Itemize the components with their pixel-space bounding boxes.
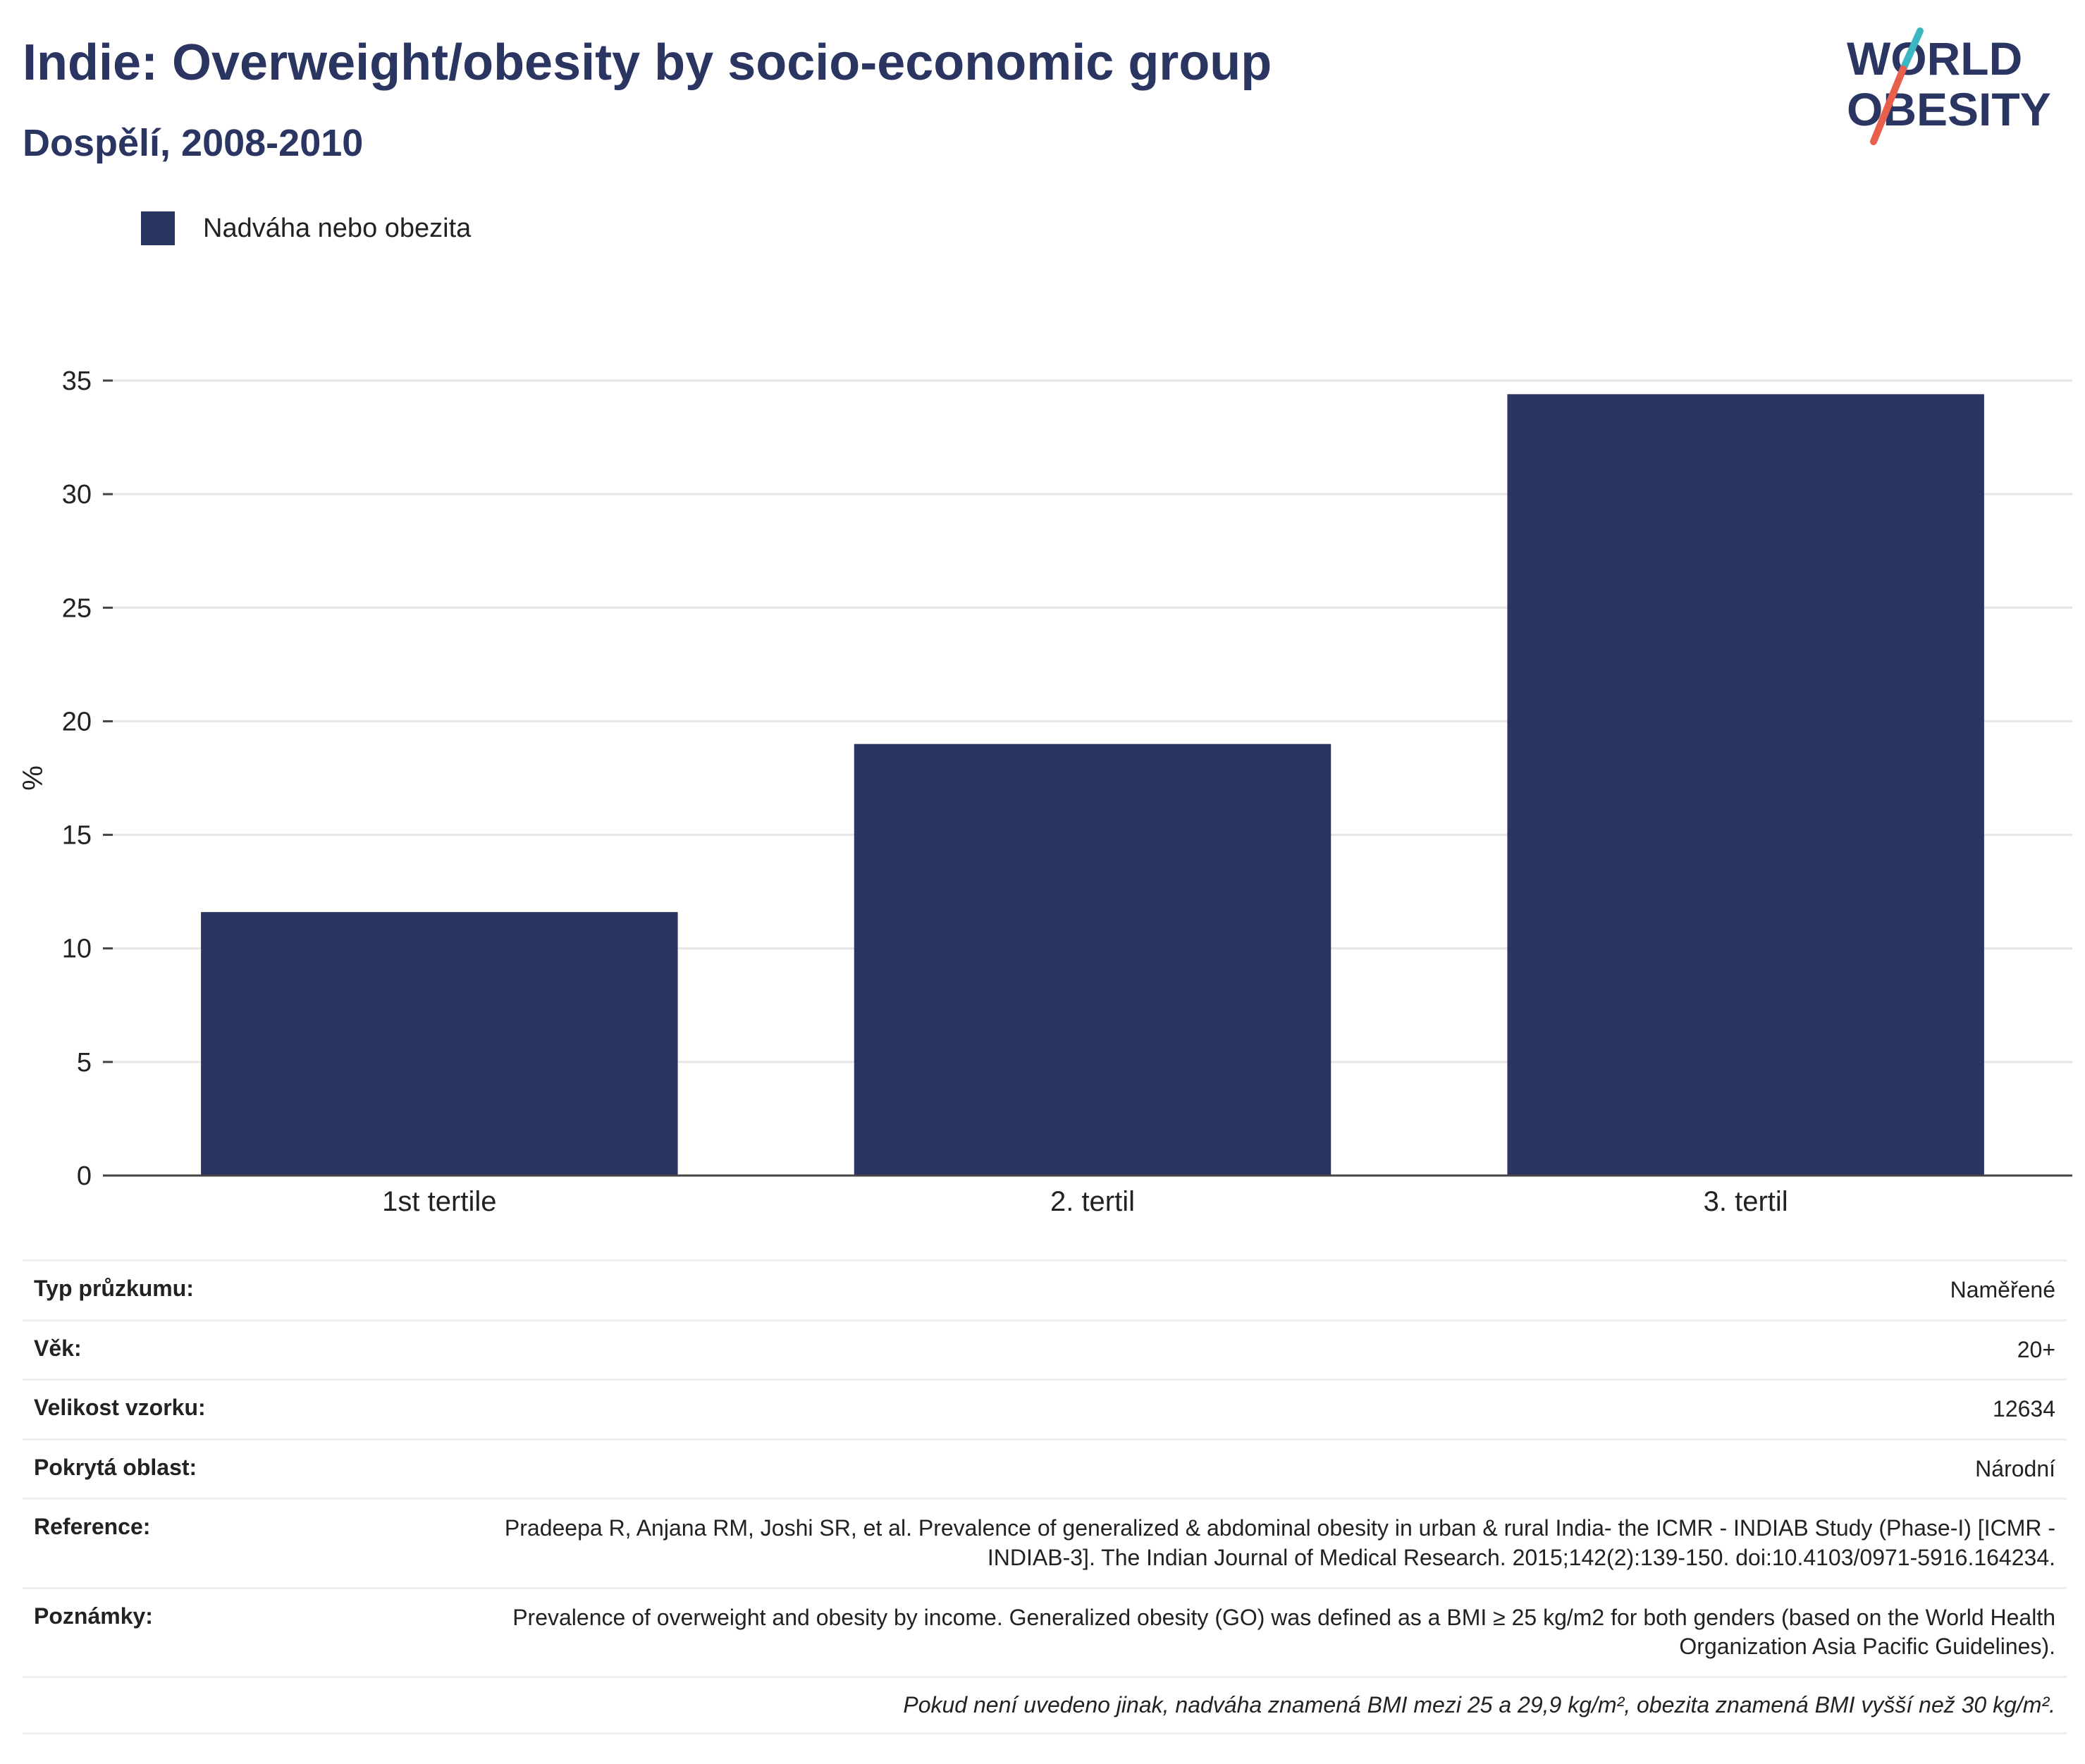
meta-key: Věk: [23,1319,468,1380]
logo-text-world: WORLD [1847,32,2022,85]
bar [1507,394,1984,1176]
meta-value: Národní [468,1438,2067,1499]
bar-chart: 0 5 10 15 20 25 30 35% 1st tertile 2. tertil 3. te… [18,366,2072,1217]
legend-label: Nadváha nebo obezita [203,213,472,243]
chart-subtitle: Dospělí, 2008-2010 [23,122,364,164]
logo-slash-teal [1900,27,1924,73]
meta-row-age: Věk: 20+ [23,1319,2067,1380]
meta-key: Typ průzkumu: [23,1259,468,1321]
x-tick-label: 2. tertil [1050,1186,1135,1217]
meta-key: Pokrytá oblast: [23,1438,468,1499]
y-tick-label: 15 [62,821,92,851]
y-tick-label: 30 [62,480,92,510]
metadata-table: Typ průzkumu: Naměřené Věk: 20+ Velikost… [23,1259,2067,1734]
y-tick-label: 5 [77,1048,92,1078]
chart-title: Indie: Overweight/obesity by socio-econo… [23,35,1272,91]
bar [854,744,1331,1176]
y-tick-label: 25 [62,593,92,623]
x-tick-label: 1st tertile [382,1186,496,1217]
meta-value: Pradeepa R, Anjana RM, Joshi SR, et al. … [468,1498,2067,1589]
y-axis-label: % [18,765,49,791]
meta-key: Reference: [23,1498,468,1589]
x-tick-label: 3. tertil [1704,1186,1788,1217]
meta-value: Naměřené [468,1259,2067,1321]
meta-row-notes: Poznámky: Prevalence of overweight and o… [23,1586,2067,1677]
y-tick-label: 10 [62,935,92,964]
legend: Nadváha nebo obezita [141,211,471,245]
meta-row-sample-size: Velikost vzorku: 12634 [23,1378,2067,1440]
meta-footnote: Pokud není uvedeno jinak, nadváha znamen… [23,1675,2067,1734]
meta-row-area: Pokrytá oblast: Národní [23,1438,2067,1499]
y-tick-label: 20 [62,707,92,736]
meta-key: Velikost vzorku: [23,1378,468,1440]
meta-row-survey-type: Typ průzkumu: Naměřené [23,1259,2067,1321]
y-tick-label: 35 [62,366,92,396]
meta-value: Prevalence of overweight and obesity by … [468,1586,2067,1677]
meta-value: 12634 [468,1378,2067,1440]
meta-footnote-row: Pokud není uvedeno jinak, nadváha znamen… [23,1675,2067,1734]
meta-key: Poznámky: [23,1586,468,1677]
legend-swatch [141,211,175,245]
bar [201,912,678,1176]
y-tick-label: 0 [77,1161,92,1191]
meta-value: 20+ [468,1319,2067,1380]
meta-row-reference: Reference: Pradeepa R, Anjana RM, Joshi … [23,1498,2067,1589]
world-obesity-logo: WORLD OBESITY [1847,27,2051,145]
logo-slash-red [1870,66,1907,145]
